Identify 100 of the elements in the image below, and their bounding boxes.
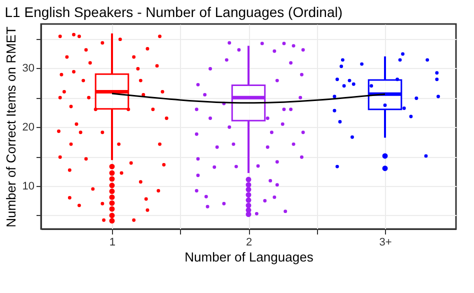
point — [158, 142, 162, 146]
point — [275, 78, 279, 82]
point — [292, 142, 296, 146]
point — [94, 108, 98, 112]
point — [402, 106, 406, 110]
point — [156, 188, 160, 192]
point — [144, 197, 148, 201]
point — [136, 67, 140, 70]
point — [222, 202, 226, 206]
point — [138, 78, 142, 82]
x-tick-label: 3+ — [379, 236, 392, 248]
point — [340, 58, 344, 62]
y-tick-label: 20 — [22, 122, 34, 134]
point — [158, 34, 162, 38]
point — [69, 142, 73, 146]
point — [100, 130, 104, 134]
point — [224, 58, 228, 62]
x-tick-label: 2 — [246, 236, 252, 248]
point — [336, 164, 339, 168]
point — [301, 130, 305, 134]
point — [228, 41, 232, 45]
point — [117, 142, 121, 146]
point — [263, 198, 267, 202]
point — [77, 204, 81, 208]
point — [289, 108, 293, 112]
point — [68, 168, 72, 172]
point — [118, 38, 122, 42]
point — [348, 78, 352, 82]
point — [338, 120, 342, 124]
point — [208, 67, 212, 70]
point — [289, 61, 293, 65]
point — [332, 108, 336, 112]
point — [268, 178, 272, 182]
point — [383, 104, 387, 108]
point — [212, 165, 216, 169]
point — [284, 210, 288, 214]
point — [435, 71, 439, 75]
point — [142, 92, 146, 96]
point — [340, 64, 344, 68]
point — [336, 78, 339, 82]
y-tick-label: 10 — [22, 180, 34, 192]
point — [254, 212, 258, 216]
point — [155, 64, 159, 68]
point — [58, 96, 62, 100]
point — [58, 155, 62, 159]
point — [275, 183, 279, 187]
point — [350, 135, 354, 139]
point — [260, 42, 264, 46]
point — [360, 62, 364, 66]
point — [164, 116, 168, 120]
point — [68, 196, 72, 200]
point — [196, 174, 200, 178]
point — [237, 48, 241, 52]
y-tick-label: 30 — [22, 62, 34, 75]
point — [72, 70, 76, 74]
point — [298, 96, 302, 100]
point — [65, 55, 69, 59]
point — [138, 180, 142, 184]
point — [266, 116, 270, 120]
point — [300, 72, 304, 76]
point — [282, 42, 286, 46]
point — [301, 48, 305, 52]
point — [57, 129, 60, 133]
point — [208, 116, 212, 120]
point — [100, 41, 104, 45]
point — [352, 82, 356, 86]
point — [132, 218, 136, 222]
point — [435, 78, 439, 82]
point — [132, 55, 136, 59]
point — [215, 145, 219, 149]
point — [436, 94, 440, 98]
point — [332, 94, 336, 98]
x-tick-label: 1 — [109, 236, 116, 248]
point — [414, 96, 418, 100]
point — [272, 195, 276, 199]
point — [69, 104, 73, 108]
point — [78, 130, 82, 134]
point — [60, 72, 64, 76]
point — [398, 58, 402, 62]
point — [424, 154, 428, 158]
point — [62, 90, 66, 94]
point — [196, 157, 200, 161]
point — [204, 194, 208, 198]
point — [82, 78, 86, 82]
point — [232, 142, 236, 146]
point — [146, 208, 150, 212]
point — [203, 92, 207, 96]
y-axis-title: Number of Correct Items on RMET — [3, 26, 18, 228]
point — [100, 202, 104, 206]
point — [160, 90, 164, 94]
point — [102, 218, 106, 222]
point — [146, 47, 150, 50]
point — [88, 61, 92, 65]
x-axis-title: Number of Languages — [184, 250, 314, 264]
point — [409, 114, 413, 118]
point — [196, 82, 200, 86]
point — [194, 108, 198, 112]
point — [84, 157, 88, 161]
point — [342, 84, 346, 88]
point — [194, 132, 198, 136]
